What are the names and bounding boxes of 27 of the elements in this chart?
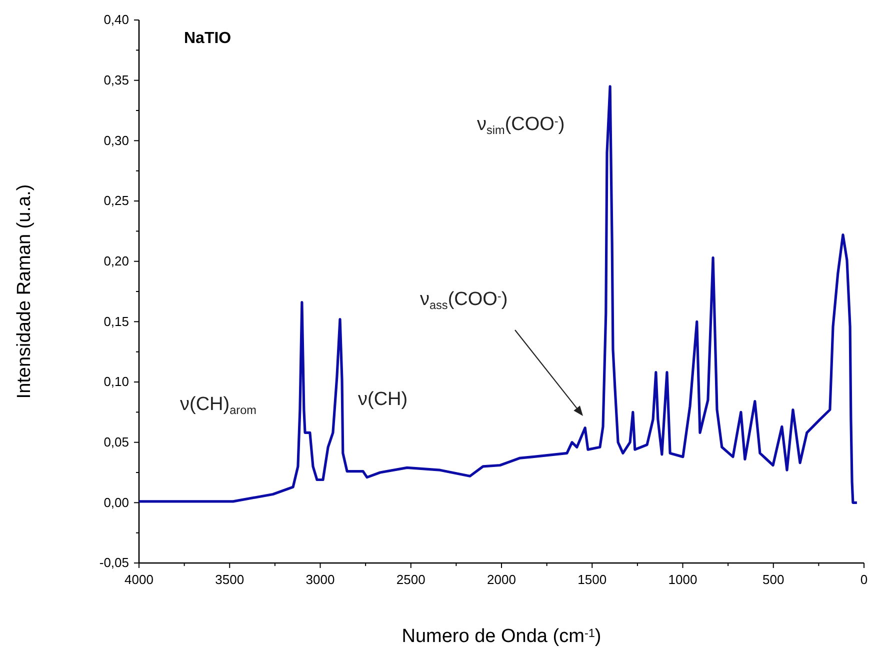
- x-tick-label: 3500: [215, 572, 244, 588]
- x-tick-label: 2000: [487, 572, 516, 588]
- x-tick-label: 3000: [306, 572, 335, 588]
- y-tick-label: 0,25: [104, 193, 129, 208]
- line-series: [138, 85, 858, 504]
- x-tick-label: 4000: [124, 572, 154, 588]
- x-tick-label: 1500: [578, 572, 607, 588]
- x-axis-title: Numero de Onda (cm$^{-1}$): [402, 626, 602, 647]
- y-tick-label: 0,40: [104, 12, 129, 28]
- text: NaTIO: [184, 30, 232, 47]
- x-tick-label: 1000: [668, 572, 698, 588]
- y-tick-label: -0,05: [99, 555, 129, 570]
- x-tick-label: 500: [762, 572, 784, 588]
- y-tick-label: 0,30: [104, 132, 129, 148]
- y-tick-label: 0,10: [104, 374, 129, 390]
- annotation: ν(CH): [358, 389, 408, 410]
- x-tick-label: 0: [860, 572, 868, 588]
- y-tick-label: 0,00: [104, 494, 129, 510]
- y-axis-title: Intensidade Raman (u.a.): [14, 184, 35, 399]
- annotation: ν$_{sim}$(COO$^{-}$): [477, 114, 565, 137]
- annotation: ν(CH)$_{arom}$: [180, 394, 257, 417]
- y-tick-label: 0,20: [104, 253, 129, 268]
- y-tick-label: 0,05: [104, 434, 129, 450]
- annotation: ν$_{ass}$(COO$^{-}$): [420, 289, 508, 312]
- y-tick-label: 0,15: [104, 314, 129, 329]
- y-tick-label: 0,35: [104, 72, 129, 88]
- x-tick-label: 2500: [396, 572, 426, 588]
